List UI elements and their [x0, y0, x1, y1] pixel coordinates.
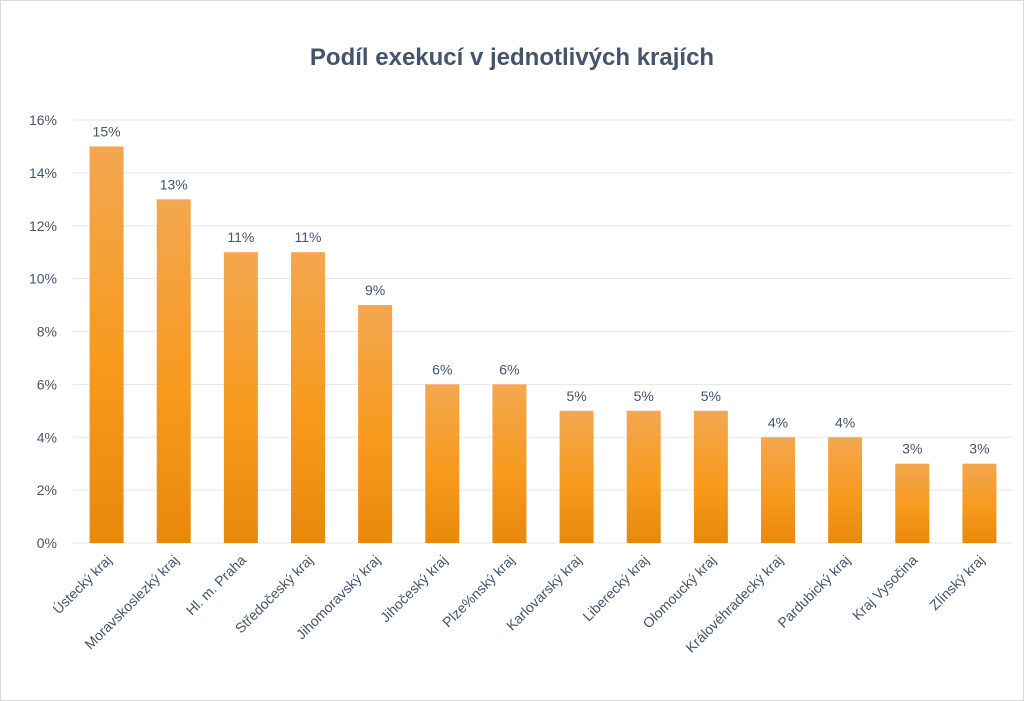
bars — [89, 146, 997, 543]
bar — [425, 384, 460, 543]
y-axis-tick-labels: 0% 2% 4% 6% 8% 10% 12% 14% 16% — [29, 112, 57, 551]
data-label: 6% — [499, 361, 519, 377]
category-label: Zlínský kraj — [926, 552, 987, 613]
data-label: 5% — [701, 388, 721, 404]
category-label: Jihočeský kraj — [377, 552, 450, 625]
data-label: 3% — [902, 441, 922, 457]
category-label: Liberecký kraj — [579, 552, 651, 624]
y-tick-label: 16% — [29, 112, 57, 128]
y-tick-label: 2% — [37, 482, 57, 498]
bar — [223, 252, 258, 543]
data-label: 9% — [365, 282, 385, 298]
chart-title: Podíl exekucí v jednotlivých krajích — [309, 44, 715, 71]
bar — [895, 463, 930, 543]
category-label: Kraj Vysočina — [849, 552, 921, 624]
bar — [492, 384, 527, 543]
y-tick-label: 14% — [29, 165, 57, 181]
y-tick-label: 4% — [37, 429, 57, 445]
category-label: Ústecký kraj — [49, 552, 114, 617]
y-tick-label: 6% — [37, 376, 57, 392]
data-labels: 15% 13% 11% 11% 9% 6% 6% 5% 5% 5% 4% 4% 3% 3% — [93, 123, 990, 456]
bar — [291, 252, 325, 543]
data-label: 4% — [768, 414, 788, 430]
bar — [761, 437, 795, 543]
bar — [828, 437, 863, 543]
y-tick-label: 10% — [29, 271, 57, 287]
bar — [693, 410, 728, 543]
y-tick-label: 12% — [29, 218, 57, 234]
data-label: 15% — [93, 123, 121, 139]
data-label: 11% — [295, 229, 322, 245]
data-label: 5% — [634, 388, 654, 404]
data-label: 11% — [227, 229, 254, 245]
y-tick-label: 8% — [37, 324, 57, 340]
gridlines — [73, 119, 1013, 544]
y-tick-label: 0% — [37, 535, 57, 551]
bar — [626, 410, 661, 543]
bar — [358, 305, 393, 543]
bar — [156, 199, 191, 543]
category-label: Hl. m. Praha — [183, 552, 249, 618]
data-label: 3% — [969, 441, 989, 457]
category-label: Pardubický kraj — [774, 552, 853, 631]
data-label: 5% — [566, 388, 586, 404]
data-label: 6% — [432, 361, 452, 377]
bar — [559, 410, 594, 543]
data-label: 4% — [835, 414, 855, 430]
data-label: 13% — [160, 176, 188, 192]
bar — [89, 146, 124, 543]
bar — [962, 463, 997, 543]
